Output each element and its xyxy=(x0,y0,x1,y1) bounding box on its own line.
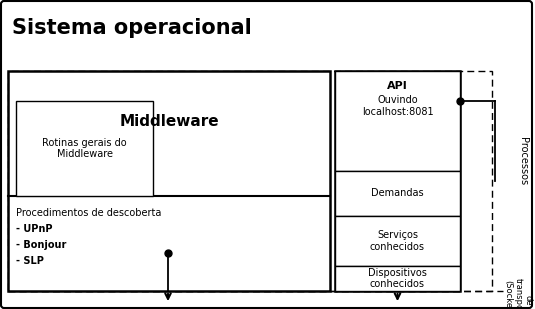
Bar xyxy=(16,101,153,196)
Text: Sistema operacional: Sistema operacional xyxy=(12,18,252,38)
Text: - Bonjour: - Bonjour xyxy=(16,240,66,250)
Bar xyxy=(335,171,460,216)
Bar xyxy=(335,266,460,291)
Text: Middleware: Middleware xyxy=(119,113,219,129)
Bar xyxy=(335,216,460,266)
Text: Rotinas gerais do
Middleware: Rotinas gerais do Middleware xyxy=(42,138,127,159)
Text: Ouvindo: Ouvindo xyxy=(377,95,418,105)
Text: Camada
de
transporte
(Sockets): Camada de transporte (Sockets) xyxy=(503,278,535,309)
Bar xyxy=(8,71,330,291)
Text: Processos: Processos xyxy=(518,137,528,185)
Text: Procedimentos de descoberta: Procedimentos de descoberta xyxy=(16,208,162,218)
Text: Serviços
conhecidos: Serviços conhecidos xyxy=(370,230,425,252)
Text: API: API xyxy=(387,81,408,91)
Text: - UPnP: - UPnP xyxy=(16,224,52,234)
Text: - SLP: - SLP xyxy=(16,256,44,266)
Text: localhost:8081: localhost:8081 xyxy=(362,107,433,117)
Bar xyxy=(335,71,460,291)
Text: Demandas: Demandas xyxy=(371,188,424,198)
Text: Dispositivos
conhecidos: Dispositivos conhecidos xyxy=(368,268,427,289)
Bar xyxy=(335,71,460,171)
Bar xyxy=(8,71,492,291)
